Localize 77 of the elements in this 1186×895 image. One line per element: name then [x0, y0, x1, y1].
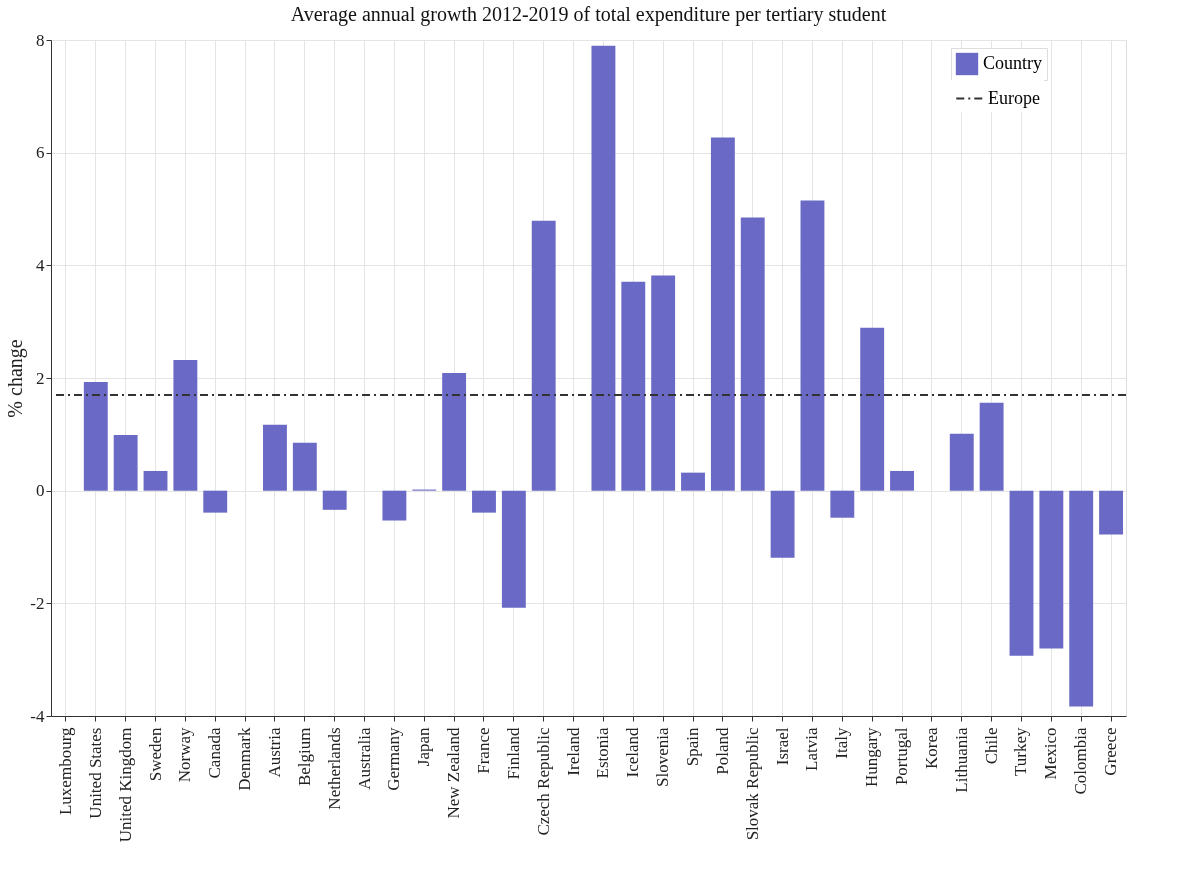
x-tick-label: Denmark: [235, 727, 255, 791]
x-tick-label: Poland: [712, 727, 732, 775]
x-tick-label: Italy: [832, 727, 852, 759]
x-tick-label: Lithuania: [951, 727, 971, 793]
bar: [472, 490, 496, 513]
y-tick-label: -4: [30, 706, 45, 726]
y-tick-label: 6: [36, 143, 45, 163]
x-tick-label: United Kingdom: [115, 727, 135, 843]
legend-label: Europe: [988, 87, 1040, 108]
y-axis-title: % change: [4, 339, 28, 418]
bar: [890, 470, 914, 491]
x-tick-label: Hungary: [862, 727, 882, 787]
y-tick-label: 2: [36, 368, 45, 388]
bar: [591, 45, 616, 491]
bar: [382, 490, 407, 521]
x-tick-label: France: [473, 727, 493, 774]
x-tick-label: Korea: [921, 727, 941, 770]
x-tick-label: United States: [85, 727, 105, 819]
x-tick-label: Australia: [354, 727, 374, 790]
bar: [681, 472, 705, 491]
x-tick-label: Turkey: [1011, 727, 1031, 776]
x-tick-label: Japan: [414, 727, 434, 767]
bar: [173, 359, 198, 491]
bar: [1009, 490, 1034, 656]
x-tick-label: Czech Republic: [533, 727, 553, 836]
bar: [651, 275, 676, 491]
bar: [1069, 490, 1094, 707]
x-tick-label: Sweden: [145, 727, 165, 782]
y-tick-label: 8: [36, 30, 45, 50]
bar: [83, 381, 108, 491]
y-tick-label: 4: [36, 255, 45, 275]
x-tick-label: Belgium: [294, 727, 314, 787]
x-tick-label: Israel: [772, 727, 792, 766]
y-tick-label: 0: [36, 481, 45, 501]
x-tick-label: Greece: [1101, 727, 1121, 776]
legend-label: Country: [983, 53, 1043, 73]
x-tick-label: Ireland: [563, 727, 583, 776]
x-tick-label: Portugal: [892, 727, 912, 786]
x-tick-label: Slovenia: [653, 727, 673, 787]
bar: [113, 434, 138, 491]
x-tick-label: Colombia: [1071, 727, 1091, 795]
x-tick-label: Finland: [503, 727, 523, 780]
chart-title: Average annual growth 2012-2019 of total expenditure per tertiary student: [290, 3, 887, 26]
x-tick-label: Germany: [384, 727, 404, 791]
bar: [949, 433, 974, 491]
x-tick-label: Latvia: [802, 727, 822, 771]
bar: [740, 217, 765, 491]
bar: [979, 402, 1004, 491]
bar: [292, 442, 317, 491]
x-tick-label: Norway: [175, 727, 195, 783]
x-tick-label: Austria: [264, 727, 284, 778]
x-tick-label: Iceland: [623, 727, 643, 778]
bar: [1099, 490, 1124, 535]
bar: [1039, 490, 1064, 649]
bar: [442, 372, 467, 491]
x-tick-label: Mexico: [1041, 727, 1061, 780]
y-tick-label: -2: [30, 593, 45, 613]
x-tick-label: Estonia: [593, 727, 613, 779]
x-tick-label: Chile: [981, 727, 1001, 765]
x-tick-label: Canada: [205, 727, 225, 779]
x-tick-label: Luxembourg: [55, 727, 75, 816]
x-tick-label: Netherlands: [324, 727, 344, 810]
bar: [800, 200, 825, 491]
bar: [203, 490, 228, 513]
bar: [322, 490, 347, 510]
x-tick-label: Slovak Republic: [742, 727, 762, 841]
bar: [263, 424, 287, 491]
x-tick-label: Spain: [683, 727, 703, 767]
bar: [143, 470, 168, 491]
bar: [860, 327, 885, 491]
bar: [621, 281, 646, 491]
bar: [830, 490, 855, 518]
bar: [710, 137, 735, 491]
x-tick-label: New Zealand: [444, 727, 464, 819]
bar: [770, 490, 795, 558]
bar: [531, 220, 556, 491]
bar: [501, 490, 526, 608]
